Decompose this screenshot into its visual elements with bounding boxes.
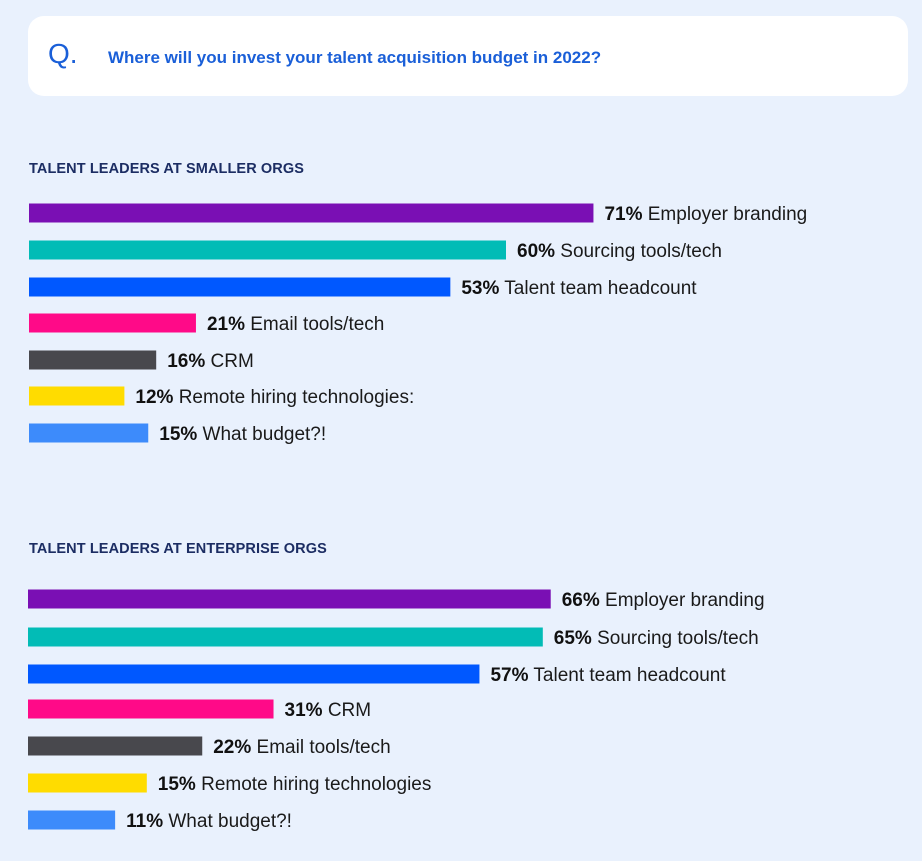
bar-value: 31% xyxy=(285,700,323,721)
bar-value: 71% xyxy=(604,204,642,225)
bar-enterprise-3 xyxy=(28,699,274,719)
bar-category: Remote hiring technologies: xyxy=(173,387,414,408)
bar-smaller-3 xyxy=(29,313,196,333)
bar-category: Sourcing tools/tech xyxy=(592,628,759,649)
bar-smaller-6 xyxy=(29,423,149,443)
bar-category: What budget?! xyxy=(197,424,326,445)
bar-value: 60% xyxy=(517,241,555,262)
bar-enterprise-1 xyxy=(28,627,543,647)
question-letter: Q. xyxy=(48,38,78,69)
bar-enterprise-4 xyxy=(28,736,203,756)
bar-value: 15% xyxy=(159,424,197,445)
bar-smaller-1 xyxy=(29,240,506,260)
bar-label-smaller-5: 12% Remote hiring technologies: xyxy=(135,387,414,408)
bar-value: 11% xyxy=(126,811,163,832)
bar-label-enterprise-3: 31% CRM xyxy=(285,700,372,721)
bar-label-smaller-0: 71% Employer branding xyxy=(604,204,807,225)
bar-value: 22% xyxy=(213,737,251,758)
bar-category: Talent team headcount xyxy=(528,665,726,686)
bar-category: Sourcing tools/tech xyxy=(555,241,722,262)
bar-category: What budget?! xyxy=(163,811,292,832)
bar-category: CRM xyxy=(205,351,254,372)
bar-category: Employer branding xyxy=(600,590,765,611)
bar-label-enterprise-4: 22% Email tools/tech xyxy=(213,737,390,758)
bar-label-enterprise-6: 11% What budget?! xyxy=(126,811,292,832)
bar-smaller-5 xyxy=(29,386,125,406)
bar-label-smaller-3: 21% Email tools/tech xyxy=(207,314,384,335)
bar-value: 65% xyxy=(554,628,592,649)
bar-label-enterprise-2: 57% Talent team headcount xyxy=(490,665,726,686)
question-text: Where will you invest your talent acquis… xyxy=(108,48,602,67)
chart-title-enterprise-orgs: TALENT LEADERS AT ENTERPRISE ORGS xyxy=(29,541,327,557)
bar-enterprise-2 xyxy=(28,664,480,684)
bar-smaller-2 xyxy=(29,277,451,297)
bar-category: Employer branding xyxy=(642,204,807,225)
bar-category: Talent team headcount xyxy=(499,278,697,299)
bar-value: 57% xyxy=(490,665,528,686)
bar-label-enterprise-0: 66% Employer branding xyxy=(562,590,765,611)
bar-category: Remote hiring technologies xyxy=(196,774,432,795)
chart-title-smaller-orgs: TALENT LEADERS AT SMALLER ORGS xyxy=(29,161,305,177)
bar-category: Email tools/tech xyxy=(251,737,390,758)
bar-enterprise-6 xyxy=(28,810,116,830)
bar-smaller-0 xyxy=(29,203,594,223)
question-card: Q. Where will you invest your talent acq… xyxy=(28,16,908,96)
bar-value: 53% xyxy=(461,278,499,299)
bar-category: CRM xyxy=(323,700,372,721)
bar-label-smaller-2: 53% Talent team headcount xyxy=(461,278,697,299)
bar-label-smaller-4: 16% CRM xyxy=(167,351,254,372)
bar-enterprise-5 xyxy=(28,773,147,793)
bar-category: Email tools/tech xyxy=(245,314,384,335)
bar-label-enterprise-5: 15% Remote hiring technologies xyxy=(158,774,432,795)
bar-smaller-4 xyxy=(29,350,157,370)
bar-label-smaller-1: 60% Sourcing tools/tech xyxy=(517,241,722,262)
bar-value: 21% xyxy=(207,314,245,335)
bar-value: 66% xyxy=(562,590,600,611)
bar-label-enterprise-1: 65% Sourcing tools/tech xyxy=(554,628,759,649)
bar-label-smaller-6: 15% What budget?! xyxy=(159,424,326,445)
bar-value: 16% xyxy=(167,351,205,372)
bar-enterprise-0 xyxy=(28,589,551,609)
bar-value: 15% xyxy=(158,774,196,795)
bar-value: 12% xyxy=(135,387,173,408)
